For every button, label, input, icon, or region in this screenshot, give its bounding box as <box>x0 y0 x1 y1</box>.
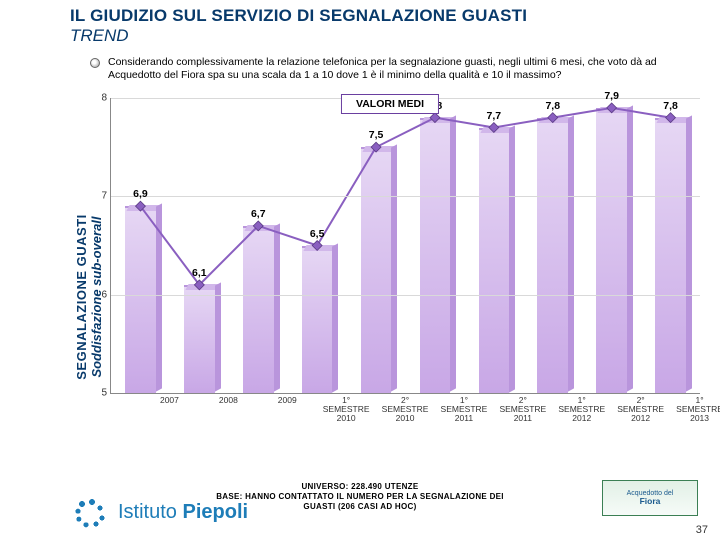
value-label: 6,9 <box>133 188 148 200</box>
page-subtitle: TREND <box>70 26 720 46</box>
value-label: 7,7 <box>487 110 502 122</box>
slide-page: IL GIUDIZIO SUL SERVIZIO DI SEGNALAZIONE… <box>0 0 720 540</box>
trend-chart: 56786,96,16,76,57,57,87,77,87,97,8 <box>110 98 700 394</box>
grid-line <box>111 295 700 296</box>
value-label: 7,8 <box>545 100 560 112</box>
x-axis-label: 1°SEMESTRE2010 <box>323 396 370 423</box>
line-marker <box>666 113 676 123</box>
grid-line <box>111 196 700 197</box>
footer: Istituto Piepoli UNIVERSO: 228.490 UTENZ… <box>0 460 720 540</box>
value-label: 7,8 <box>663 100 678 112</box>
chart-legend: VALORI MEDI <box>341 94 439 114</box>
piepoli-dots-icon <box>70 492 110 532</box>
line-marker <box>312 241 322 251</box>
x-axis-label: 2°SEMESTRE2012 <box>617 396 664 423</box>
logo-acquedotto-fiora: Acquedotto delFiora <box>602 480 698 516</box>
value-label: 7,9 <box>604 90 619 102</box>
line-marker <box>489 123 499 133</box>
footer-note-l2: BASE: HANNO CONTATTATO IL NUMERO PER LA … <box>216 492 504 501</box>
y-tick-label: 6 <box>89 289 107 300</box>
value-label: 6,7 <box>251 208 266 220</box>
x-axis-labels: 2007200820091°SEMESTRE20102°SEMESTRE2010… <box>110 394 700 418</box>
x-axis-label: 1°SEMESTRE2012 <box>558 396 605 423</box>
line-marker <box>371 142 381 152</box>
x-axis-label: 2°SEMESTRE2011 <box>499 396 546 423</box>
footer-note: UNIVERSO: 228.490 UTENZE BASE: HANNO CON… <box>216 482 504 512</box>
page-title: IL GIUDIZIO SUL SERVIZIO DI SEGNALAZIONE… <box>70 6 720 26</box>
value-label: 6,5 <box>310 228 325 240</box>
chart-container: VALORI MEDI 56786,96,16,76,57,57,87,77,8… <box>80 98 700 418</box>
footer-note-l3: GUASTI (206 CASI AD HOC) <box>303 502 416 511</box>
question-row: Considerando complessivamente la relazio… <box>0 50 720 82</box>
value-label: 7,5 <box>369 129 384 141</box>
x-axis-label: 1°SEMESTRE2013 <box>676 396 720 423</box>
page-number: 37 <box>696 524 708 536</box>
header: IL GIUDIZIO SUL SERVIZIO DI SEGNALAZIONE… <box>0 0 720 50</box>
value-label: 6,1 <box>192 267 207 279</box>
y-tick-label: 8 <box>89 93 107 104</box>
x-axis-label: 2°SEMESTRE2010 <box>382 396 429 423</box>
bullet-icon <box>90 58 100 68</box>
line-marker <box>607 103 617 113</box>
x-axis-label: 2009 <box>278 396 297 405</box>
x-axis-label: 2007 <box>160 396 179 405</box>
question-text: Considerando complessivamente la relazio… <box>108 56 702 82</box>
x-axis-label: 1°SEMESTRE2011 <box>441 396 488 423</box>
fiora-text: Acquedotto delFiora <box>627 490 674 506</box>
line-layer <box>111 98 700 393</box>
y-tick-label: 5 <box>89 388 107 399</box>
y-tick-label: 7 <box>89 191 107 202</box>
line-marker <box>548 113 558 123</box>
x-axis-label: 2008 <box>219 396 238 405</box>
footer-note-l1: UNIVERSO: 228.490 UTENZE <box>301 482 418 491</box>
line-marker <box>430 113 440 123</box>
